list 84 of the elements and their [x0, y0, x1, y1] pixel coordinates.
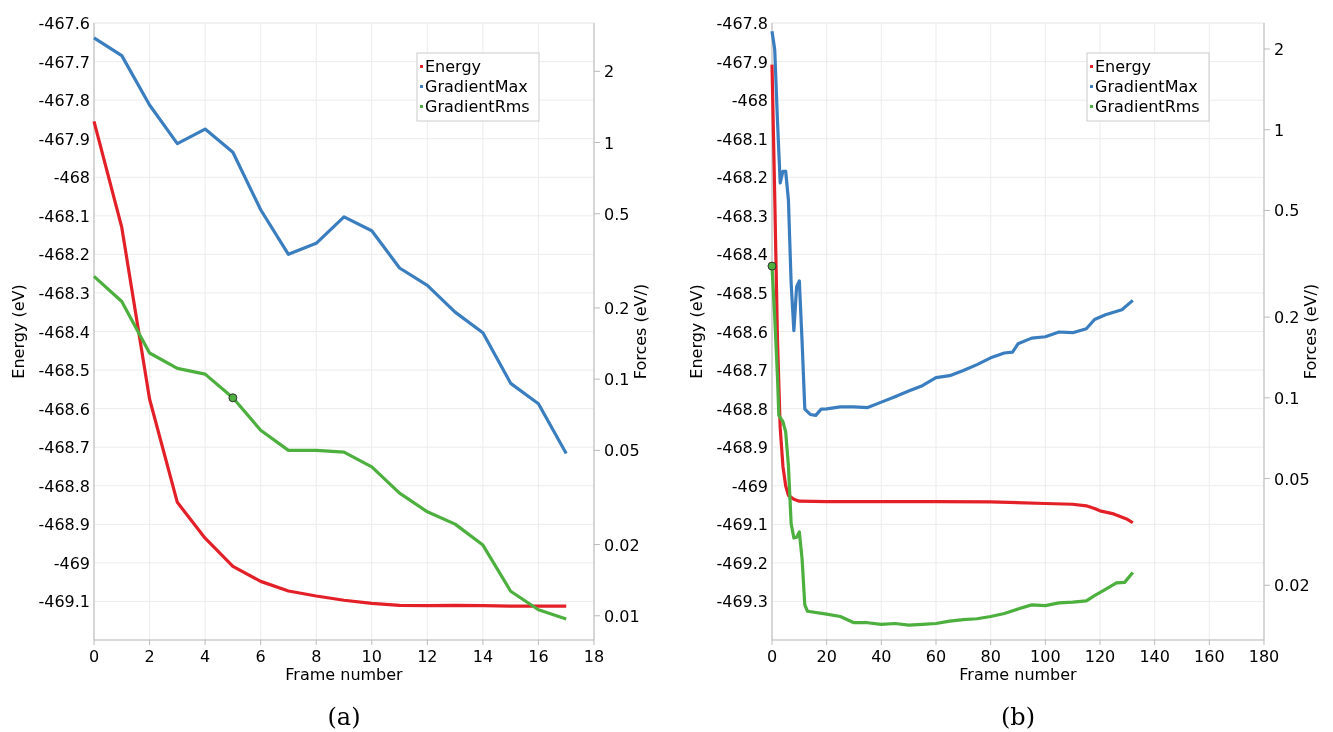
y2-tick-label: 0.1 — [604, 370, 630, 390]
legend-label: Energy — [425, 57, 482, 76]
y-tick-label: -468.1 — [716, 129, 768, 149]
y-tick-label: -467.7 — [38, 52, 90, 72]
y-tick-label: -468.5 — [38, 361, 90, 381]
legend-label: GradientRms — [425, 97, 530, 116]
y2-axis-title: Forces (eV/) — [1301, 283, 1320, 380]
y2-tick-label: 0.05 — [604, 441, 640, 461]
y2-tick-label: 2 — [1274, 39, 1285, 59]
y-tick-label: -468.4 — [716, 245, 768, 265]
y2-tick-label: 0.05 — [1274, 469, 1310, 489]
text: (a) — [327, 703, 361, 731]
y-tick-label: -468.7 — [38, 438, 90, 458]
x-axis-title: Frame number — [959, 665, 1078, 684]
x-tick-label: 100 — [1030, 647, 1061, 666]
line-series — [92, 119, 568, 608]
y-tick-label: -467.8 — [716, 14, 768, 33]
y2-tick-label: 0.5 — [1274, 201, 1300, 221]
y-tick-label: -467.8 — [38, 91, 90, 111]
y-tick-label: -469 — [53, 553, 90, 573]
y-tick-label: -468.9 — [716, 438, 768, 458]
x-tick-label: 4 — [200, 647, 211, 666]
y-axis-title: Energy (eV) — [9, 284, 28, 379]
x-tick-label: 16 — [528, 647, 549, 666]
x-tick-label: 80 — [980, 647, 1001, 666]
text: (b) — [1000, 703, 1036, 731]
y-tick-label: -468.9 — [38, 515, 90, 535]
line-series — [92, 274, 568, 621]
x-tick-label: 18 — [583, 647, 605, 666]
x-axis-title: Frame number — [285, 665, 404, 684]
y-tick-label: -468.3 — [38, 283, 90, 303]
y2-tick-label: 0.2 — [604, 298, 630, 318]
y-tick-label: -468.4 — [38, 322, 90, 342]
x-tick-label: 6 — [255, 647, 266, 666]
y-tick-label: -469 — [731, 476, 768, 496]
y-tick-label: -468.2 — [38, 245, 90, 265]
x-tick-label: 20 — [816, 647, 837, 666]
legend-label: GradientMax — [1095, 77, 1198, 96]
x-tick-label: 8 — [311, 647, 322, 666]
legend-label: GradientRms — [1095, 97, 1200, 116]
y2-tick-label: 0.01 — [604, 606, 640, 626]
y-axis-title: Energy (eV) — [687, 284, 706, 379]
y2-tick-label: 0.02 — [604, 535, 640, 555]
x-tick-label: 14 — [472, 647, 494, 666]
y-tick-label: -467.6 — [38, 14, 90, 33]
y2-tick-label: 0.2 — [1274, 308, 1300, 328]
y-tick-label: -469.3 — [716, 592, 768, 612]
y-tick-label: -468.8 — [38, 476, 90, 496]
x-tick-label: 160 — [1194, 647, 1225, 666]
x-tick-label: 140 — [1139, 647, 1170, 666]
x-tick-label: 2 — [144, 647, 155, 666]
y-tick-label: -468.8 — [716, 399, 768, 419]
y-tick-label: -468 — [53, 168, 90, 188]
y2-tick-label: 1 — [604, 133, 615, 153]
y-tick-label: -468.3 — [716, 206, 768, 226]
y-tick-label: -469.1 — [38, 592, 90, 612]
y-tick-label: -468.7 — [716, 361, 768, 381]
x-tick-label: 120 — [1084, 647, 1116, 666]
x-tick-label: 180 — [1248, 647, 1280, 666]
x-tick-label: 12 — [417, 647, 438, 666]
y-tick-label: -468.2 — [716, 168, 768, 188]
y2-tick-label: 0.5 — [604, 204, 630, 224]
x-tick-label: 40 — [871, 647, 892, 666]
y-tick-label: -468 — [731, 91, 768, 111]
line-series — [92, 36, 568, 456]
legend-label: Energy — [1095, 57, 1152, 76]
x-tick-label: 0 — [88, 647, 100, 666]
y2-tick-label: 1 — [1274, 120, 1285, 140]
y-tick-label: -469.1 — [716, 515, 768, 535]
x-tick-label: 10 — [361, 647, 382, 666]
y2-tick-label: 0.1 — [1274, 388, 1300, 408]
y-tick-label: -468.5 — [716, 283, 768, 303]
x-tick-label: 0 — [766, 647, 778, 666]
y-tick-label: -467.9 — [38, 129, 90, 149]
y2-tick-label: 0.02 — [1274, 576, 1310, 596]
y-tick-label: -468.1 — [38, 206, 90, 226]
y2-tick-label: 2 — [604, 62, 615, 82]
y-tick-label: -468.6 — [38, 399, 90, 419]
y-tick-label: -467.9 — [716, 52, 768, 72]
y-tick-label: -469.2 — [716, 553, 768, 573]
legend-label: GradientMax — [425, 77, 528, 96]
x-tick-label: 60 — [925, 647, 947, 666]
y-tick-label: -468.6 — [716, 322, 768, 342]
y2-axis-title: Forces (eV/) — [631, 283, 650, 380]
